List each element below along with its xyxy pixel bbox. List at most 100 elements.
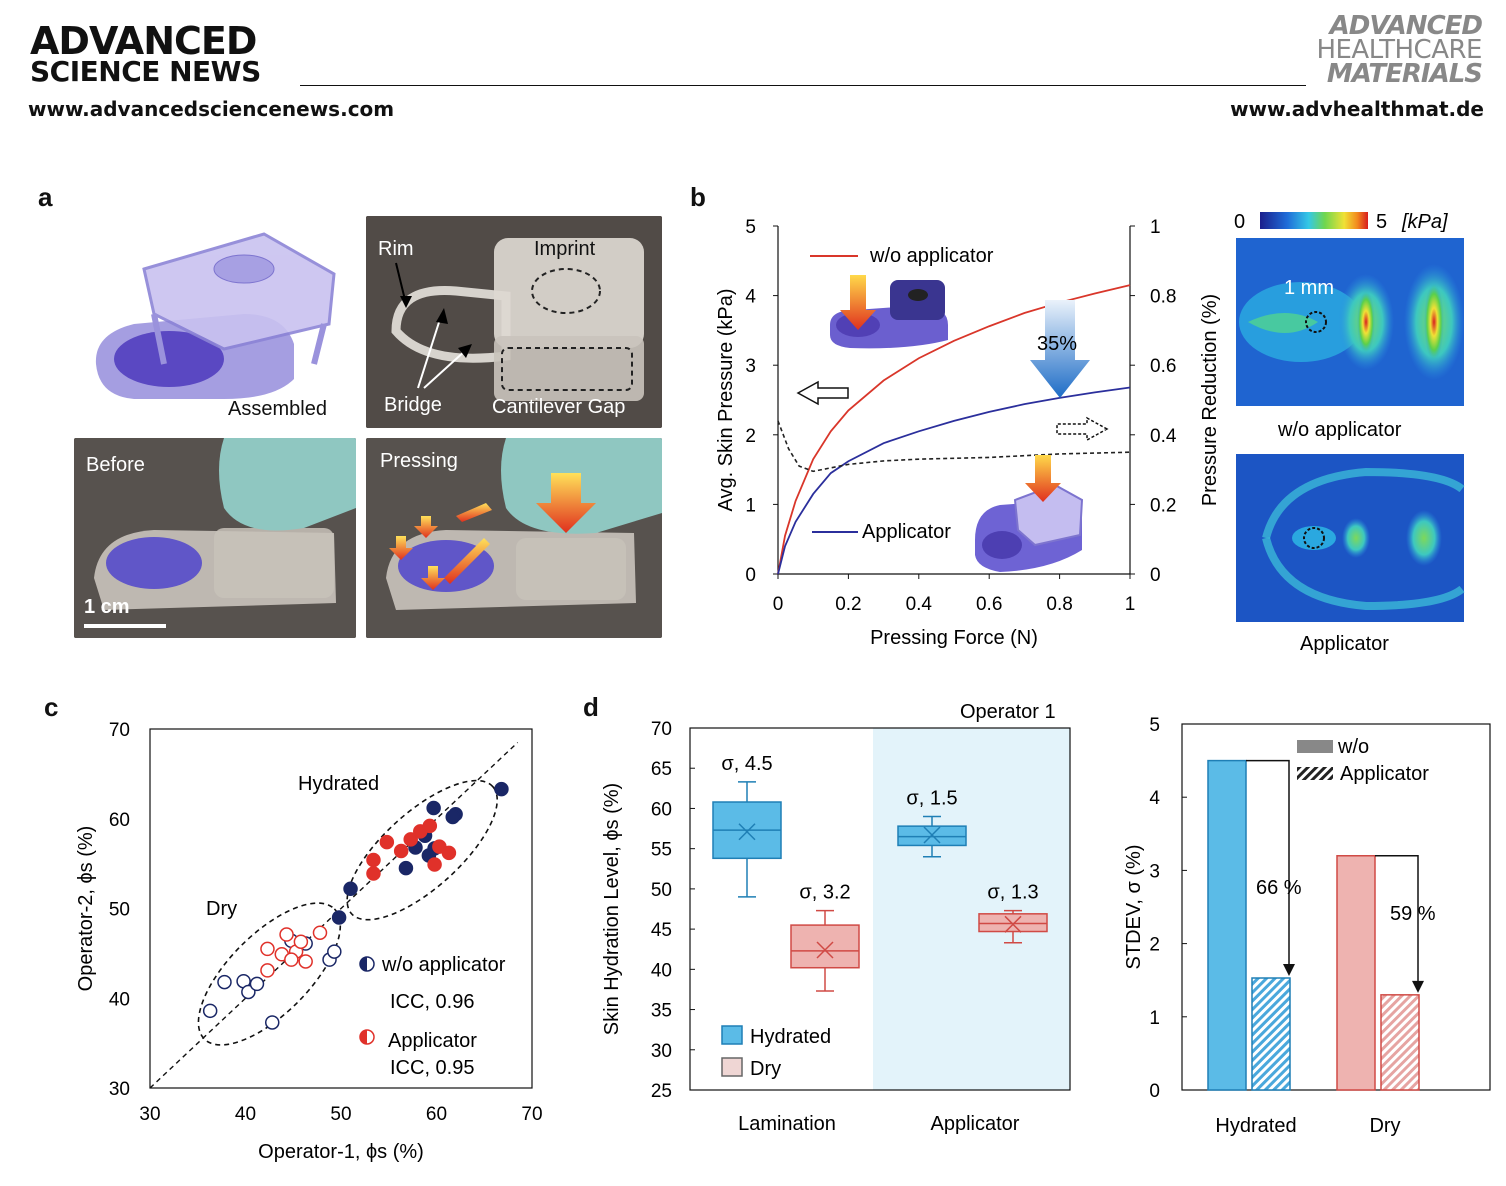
heatmap-colorbar: [1260, 212, 1368, 229]
legend-dry-swatch: [721, 1057, 743, 1077]
b-y-tick-label: 5: [745, 217, 756, 238]
c-point-4: [260, 941, 275, 957]
d-sigma-label: σ, 4.5: [721, 753, 772, 775]
legend-dry-label: Dry: [750, 1058, 781, 1080]
b-series-line-2: [777, 386, 1131, 575]
c-point-2: [393, 843, 409, 859]
d-mean-marker: [816, 941, 834, 959]
d2-y-tick-label: 2: [1149, 935, 1160, 956]
d-mean-marker: [738, 823, 756, 841]
b-x-tick-label: 0.4: [906, 594, 933, 615]
journal-logo-right-line1: ADVANCED: [1329, 11, 1483, 41]
reduction-label: 35%: [1037, 333, 1077, 355]
d2-arrow-head-icon: [1283, 964, 1295, 977]
c-hydrated-ellipse: [346, 779, 499, 921]
c-point-2: [427, 857, 442, 872]
heatmap-scale-min: 0: [1234, 211, 1245, 233]
d-applicator-shade: [873, 728, 1070, 1090]
d2-arrow-line: [1375, 855, 1419, 983]
b-y2-tick-label: 0.6: [1150, 356, 1176, 377]
b-y-tick-label: 3: [745, 356, 756, 377]
legend-wo-label: w/o applicator: [381, 954, 506, 976]
journal-logo-right-line2: HEALTHCARE: [1316, 35, 1482, 65]
c-y-axis-title: Operator-2, ϕs (%): [75, 826, 97, 992]
label-bridge: Bridge: [384, 394, 442, 416]
journal-logo-left-line1: ADVANCED: [30, 19, 257, 63]
d2-y-axis-title: STDEV, σ (%): [1123, 845, 1145, 970]
chart-d-box: 25 30 35 40 45 50 55 60 65 70 Skin Hydration Level…: [601, 701, 1071, 1135]
label-scale-bar: 1 cm: [84, 596, 130, 618]
bar-legend-applicator-label: Applicator: [1340, 763, 1429, 785]
chart-b: 0 0.2 0.4 0.6 0.8 101234500.20.40.60.81Pressi…: [715, 217, 1221, 649]
photo-before: Before 1 cm: [74, 438, 356, 638]
operator-label: Operator 1: [960, 701, 1056, 723]
heatmap-unit: [kPa]: [1401, 211, 1448, 233]
chart-c: 30 40 50 60 70 30 40 50 60 70 Operator-1, ϕs (%) Op…: [75, 720, 543, 1163]
d-y-tick-label: 25: [651, 1081, 672, 1102]
d2-bar-applicator: [1380, 994, 1420, 1091]
right-url[interactable]: www.advhealthmat.de: [1230, 97, 1484, 121]
device-illustration-assembled: [95, 232, 336, 399]
b-y2-axis-title: Pressure Reduction (%): [1199, 294, 1221, 506]
heatmap-applicator-caption: Applicator: [1300, 633, 1389, 655]
journal-logo-right: ADVANCED HEALTHCARE MATERIALS: [1316, 11, 1483, 87]
d-group-label: Lamination: [738, 1113, 836, 1135]
b-x-axis-title: Pressing Force (N): [870, 627, 1038, 649]
label-dry-cluster: Dry: [206, 898, 237, 920]
c-x-tick-label: 30: [139, 1104, 160, 1125]
b-y-axis-title: Avg. Skin Pressure (kPa): [715, 288, 737, 511]
label-cantilever-gap: Cantilever Gap: [492, 396, 626, 418]
label-before: Before: [86, 454, 145, 476]
c-point-1: [343, 881, 358, 897]
d2-y-tick-label: 4: [1149, 788, 1160, 809]
c-point-4: [312, 925, 328, 940]
d-y-tick-label: 35: [651, 1001, 672, 1022]
d-sigma-label: σ, 1.3: [987, 882, 1038, 904]
d-mean-marker: [1004, 915, 1022, 933]
c-point-1: [331, 910, 347, 925]
b-y-tick-label: 4: [745, 287, 756, 308]
b-x-tick-label: 0.8: [1046, 594, 1072, 615]
c-y-tick-label: 40: [109, 989, 130, 1010]
b-y2-tick-label: 1: [1150, 217, 1161, 238]
b-y-tick-label: 0: [745, 565, 756, 586]
c-y-tick-label: 70: [109, 720, 130, 741]
b-x-tick-label: 0: [773, 594, 784, 615]
d-y-tick-label: 55: [651, 840, 672, 861]
c-point-2: [441, 845, 457, 861]
icc-wo: ICC, 0.96: [390, 991, 474, 1013]
panel-letter-c: c: [44, 692, 59, 722]
c-point-4: [298, 954, 313, 969]
mini-device-wo-icon: [830, 275, 948, 349]
heatmap-applicator: [1236, 454, 1465, 622]
c-point-3: [264, 1015, 280, 1030]
legend-wo-icon: [359, 956, 375, 972]
left-url[interactable]: www.advancedsciencenews.com: [28, 97, 395, 121]
label-pressing: Pressing: [380, 450, 458, 472]
d2-y-tick-label: 1: [1149, 1008, 1160, 1029]
label-hydrated-cluster: Hydrated: [298, 773, 379, 795]
c-point-2: [366, 866, 381, 881]
d-plot-frame: [689, 727, 1071, 1091]
c-point-1: [426, 800, 441, 816]
pct-dry-label: 59 %: [1390, 903, 1436, 925]
c-x-tick-label: 40: [235, 1104, 256, 1125]
c-x-axis-title: Operator-1, ϕs (%): [258, 1141, 424, 1163]
c-dry-ellipse: [197, 902, 342, 1046]
photo-pressing: Pressing: [366, 438, 662, 638]
d-y-tick-label: 65: [651, 759, 672, 780]
legend-applicator-icon: [359, 1029, 375, 1045]
b-x-tick-label: 0.2: [835, 594, 861, 615]
c-y-tick-label: 60: [109, 810, 130, 831]
bar-legend-applicator-swatch: [1297, 767, 1333, 780]
b-y2-tick-label: 0.2: [1150, 495, 1176, 516]
d2-bar-wo: [1207, 759, 1247, 1091]
label-rim: Rim: [378, 238, 414, 260]
heatmap-scale-max: 5: [1376, 211, 1387, 233]
c-point-2: [422, 818, 438, 834]
c-point-3: [249, 976, 265, 992]
heatmap-wo-caption: w/o applicator: [1277, 419, 1402, 441]
legend-label-applicator: Applicator: [862, 521, 951, 543]
panel-letter-d: d: [583, 692, 599, 722]
c-y-tick-label: 50: [109, 900, 130, 921]
